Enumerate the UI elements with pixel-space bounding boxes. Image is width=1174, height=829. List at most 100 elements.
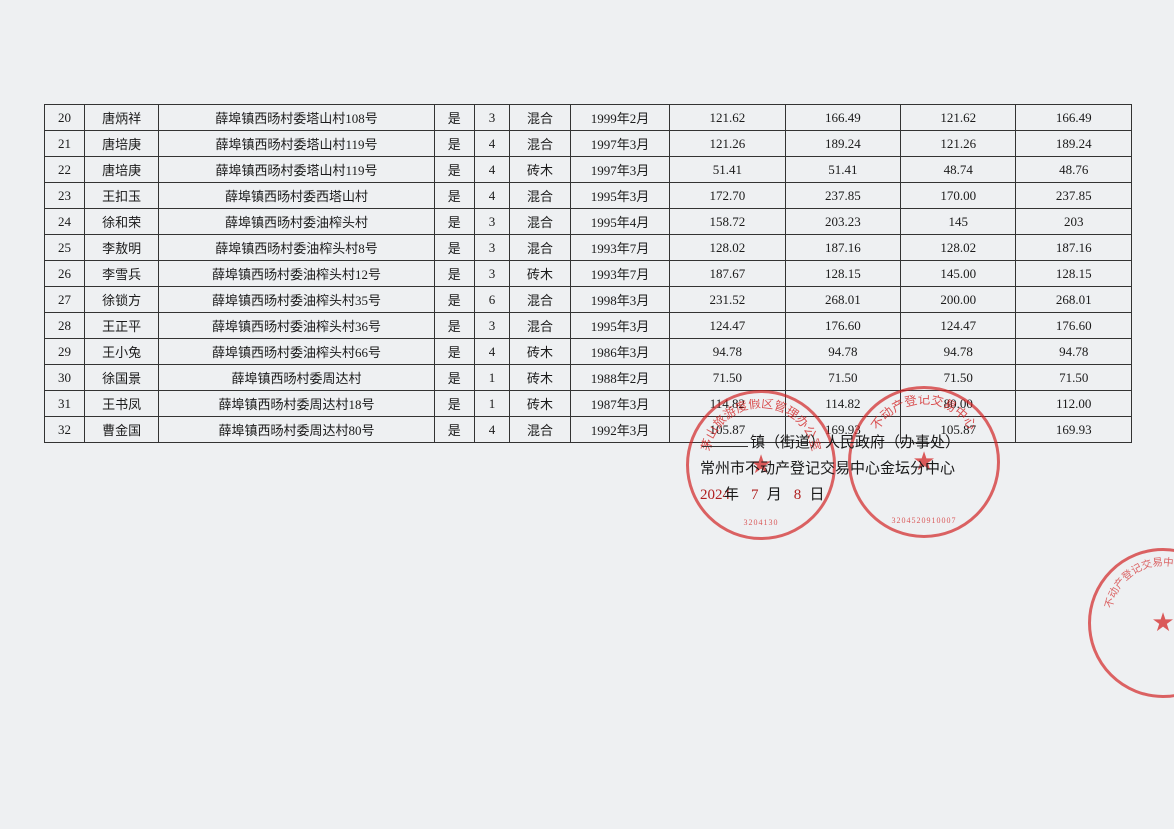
svg-text:不动产登记交易中心金坛分中心: 不动产登记交易中心金坛分中心 <box>1104 557 1174 609</box>
stamp2-number: 3204520910007 <box>851 516 997 525</box>
cell-address: 薛埠镇西旸村委油榨头村36号 <box>159 313 434 339</box>
cell-value-2: 187.16 <box>785 235 900 261</box>
cell-yes: 是 <box>434 339 474 365</box>
cell-value-3: 145.00 <box>901 261 1016 287</box>
cell-index: 29 <box>45 339 85 365</box>
cell-structure-type: 混合 <box>510 105 571 131</box>
cell-address: 薛埠镇西旸村委油榨头村35号 <box>159 287 434 313</box>
table-row: 23王扣玉薛埠镇西旸村委西塔山村是4混合1995年3月172.70237.851… <box>45 183 1132 209</box>
cell-date: 1999年2月 <box>570 105 669 131</box>
svg-text:不动产登记交易中心: 不动产登记交易中心 <box>869 395 980 432</box>
table-row: 28王正平薛埠镇西旸村委油榨头村36号是3混合1995年3月124.47176.… <box>45 313 1132 339</box>
cell-value-4: 128.15 <box>1016 261 1132 287</box>
date-unit-month: 月 <box>767 487 782 503</box>
cell-yes: 是 <box>434 183 474 209</box>
cell-name: 王扣玉 <box>85 183 159 209</box>
cell-value-2: 203.23 <box>785 209 900 235</box>
cell-structure-type: 砖木 <box>510 365 571 391</box>
cell-index: 26 <box>45 261 85 287</box>
cell-count: 4 <box>474 131 509 157</box>
cell-value-1: 124.47 <box>670 313 785 339</box>
cell-value-4: 94.78 <box>1016 339 1132 365</box>
cell-yes: 是 <box>434 105 474 131</box>
records-table: 20唐炳祥薛埠镇西旸村委塔山村108号是3混合1999年2月121.62166.… <box>44 104 1132 443</box>
cell-structure-type: 混合 <box>510 417 571 443</box>
cell-address: 薛埠镇西旸村委周达村 <box>159 365 434 391</box>
table-row: 26李雪兵薛埠镇西旸村委油榨头村12号是3砖木1993年7月187.67128.… <box>45 261 1132 287</box>
cell-date: 1997年3月 <box>570 157 669 183</box>
cell-value-2: 51.41 <box>785 157 900 183</box>
cell-value-3: 170.00 <box>901 183 1016 209</box>
cell-date: 1988年2月 <box>570 365 669 391</box>
cell-value-2: 268.01 <box>785 287 900 313</box>
table-row: 27徐锁方薛埠镇西旸村委油榨头村35号是6混合1998年3月231.52268.… <box>45 287 1132 313</box>
cell-value-2: 176.60 <box>785 313 900 339</box>
cell-value-1: 121.26 <box>670 131 785 157</box>
cell-yes: 是 <box>434 391 474 417</box>
cell-address: 薛埠镇西旸村委西塔山村 <box>159 183 434 209</box>
cell-date: 1995年3月 <box>570 313 669 339</box>
cell-date: 1987年3月 <box>570 391 669 417</box>
cell-value-4: 187.16 <box>1016 235 1132 261</box>
cell-structure-type: 砖木 <box>510 157 571 183</box>
cell-name: 唐培庚 <box>85 157 159 183</box>
cell-index: 28 <box>45 313 85 339</box>
cell-value-3: 128.02 <box>901 235 1016 261</box>
cell-name: 徐国景 <box>85 365 159 391</box>
cell-structure-type: 砖木 <box>510 339 571 365</box>
signature-line-2: 常州市不动产登记交易中心金坛分中心 <box>700 456 960 482</box>
cell-address: 薛埠镇西旸村委油榨头村8号 <box>159 235 434 261</box>
date-unit-day: 日 <box>810 487 825 503</box>
cell-name: 王小兔 <box>85 339 159 365</box>
cell-count: 4 <box>474 157 509 183</box>
cell-address: 薛埠镇西旸村委油榨头村12号 <box>159 261 434 287</box>
cell-value-2: 166.49 <box>785 105 900 131</box>
table-row: 22唐培庚薛埠镇西旸村委塔山村119号是4砖木1997年3月51.4151.41… <box>45 157 1132 183</box>
cell-count: 1 <box>474 391 509 417</box>
cell-value-2: 94.78 <box>785 339 900 365</box>
cell-value-4: 203 <box>1016 209 1132 235</box>
cell-value-2: 237.85 <box>785 183 900 209</box>
cell-count: 3 <box>474 313 509 339</box>
cell-value-3: 121.26 <box>901 131 1016 157</box>
cell-name: 徐和荣 <box>85 209 159 235</box>
cell-yes: 是 <box>434 209 474 235</box>
cell-value-4: 237.85 <box>1016 183 1132 209</box>
cell-value-3: 48.74 <box>901 157 1016 183</box>
cell-value-4: 176.60 <box>1016 313 1132 339</box>
cell-count: 1 <box>474 365 509 391</box>
cell-index: 20 <box>45 105 85 131</box>
cell-name: 李敖明 <box>85 235 159 261</box>
cell-value-2: 71.50 <box>785 365 900 391</box>
document-page: { "table": { "col_widths_px": [30,60,236… <box>0 0 1174 829</box>
cell-address: 薛埠镇西旸村委油榨头村66号 <box>159 339 434 365</box>
cell-value-3: 145 <box>901 209 1016 235</box>
cell-count: 4 <box>474 417 509 443</box>
table-row: 20唐炳祥薛埠镇西旸村委塔山村108号是3混合1999年2月121.62166.… <box>45 105 1132 131</box>
cell-index: 25 <box>45 235 85 261</box>
cell-structure-type: 混合 <box>510 235 571 261</box>
table-row: 21唐培庚薛埠镇西旸村委塔山村119号是4混合1997年3月121.26189.… <box>45 131 1132 157</box>
cell-structure-type: 混合 <box>510 183 571 209</box>
cell-date: 1997年3月 <box>570 131 669 157</box>
records-table-body: 20唐炳祥薛埠镇西旸村委塔山村108号是3混合1999年2月121.62166.… <box>45 105 1132 443</box>
handwritten-month: 7 <box>743 482 767 508</box>
cell-count: 6 <box>474 287 509 313</box>
cell-index: 22 <box>45 157 85 183</box>
cell-count: 3 <box>474 235 509 261</box>
stamp-ring-svg: 不动产登记交易中心金坛分中心 <box>1097 557 1174 689</box>
cell-count: 3 <box>474 261 509 287</box>
signature-line1-text: 镇（街道）人民政府（办事处） <box>750 435 960 451</box>
cell-date: 1986年3月 <box>570 339 669 365</box>
cell-value-1: 128.02 <box>670 235 785 261</box>
cell-yes: 是 <box>434 235 474 261</box>
cell-index: 30 <box>45 365 85 391</box>
cell-address: 薛埠镇西旸村委塔山村119号 <box>159 131 434 157</box>
signature-line-1: 镇（街道）人民政府（办事处） <box>700 430 960 456</box>
cell-value-1: 51.41 <box>670 157 785 183</box>
table-row: 24徐和荣薛埠镇西旸村委油榨头村是3混合1995年4月158.72203.231… <box>45 209 1132 235</box>
cell-yes: 是 <box>434 131 474 157</box>
cell-value-4: 71.50 <box>1016 365 1132 391</box>
cell-yes: 是 <box>434 313 474 339</box>
cell-date: 1998年3月 <box>570 287 669 313</box>
